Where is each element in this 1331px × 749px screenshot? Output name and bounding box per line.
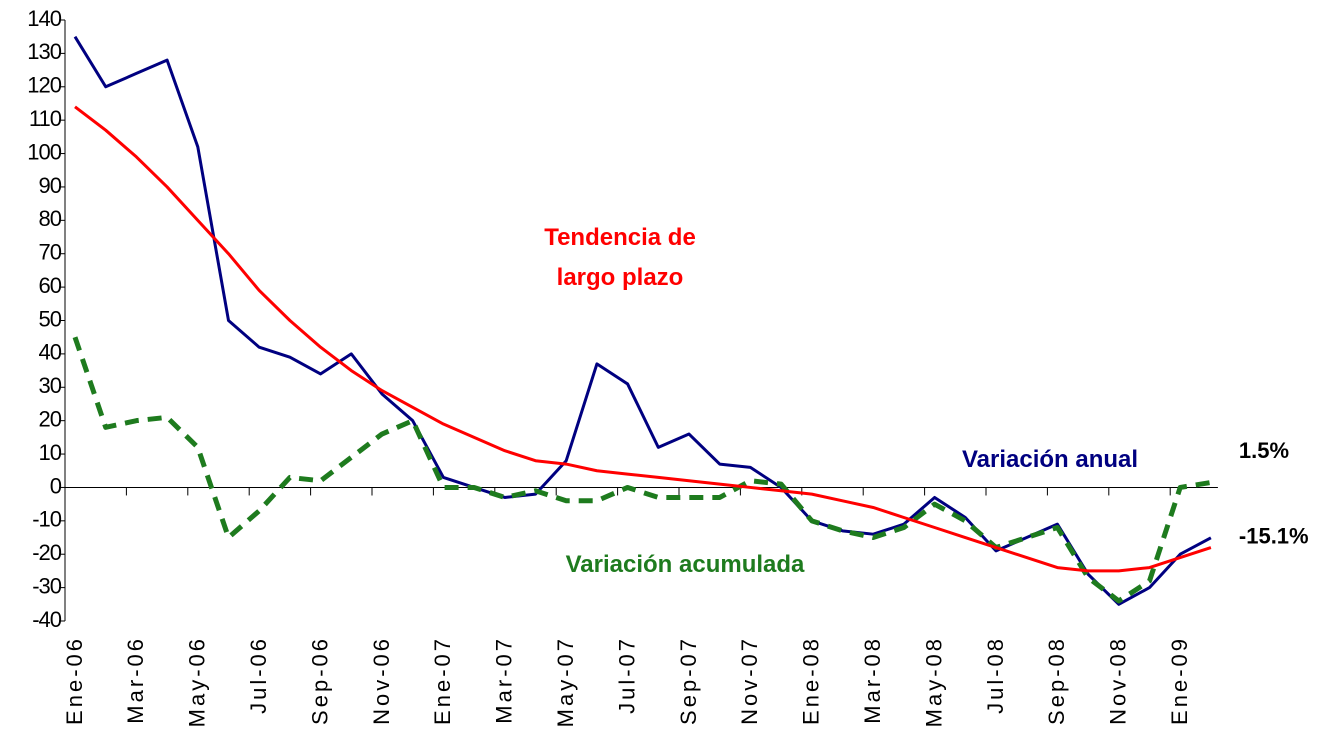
y-tick-label: -30 <box>32 573 62 598</box>
x-tick-label: May-08 <box>921 636 946 727</box>
y-tick-label: 30 <box>39 373 62 398</box>
y-tick-label: 20 <box>39 406 62 431</box>
y-tick-label: 130 <box>27 39 61 64</box>
y-tick-label: 10 <box>39 440 62 465</box>
value-label: 1.5% <box>1239 438 1289 463</box>
x-tick-label: Ene-06 <box>62 636 87 725</box>
x-tick-label: May-07 <box>553 636 578 727</box>
series-label: Tendencia de largo plazo <box>544 224 696 291</box>
x-tick-label: Nov-08 <box>1106 636 1131 725</box>
x-tick-label: Sep-07 <box>676 636 701 725</box>
series-line <box>72 336 1212 604</box>
y-tick-label: 60 <box>39 273 62 298</box>
x-tick-label: May-06 <box>185 636 210 727</box>
y-tick-label: 100 <box>27 139 61 164</box>
x-tick-label: Ene-07 <box>430 636 455 725</box>
y-tick-label: 50 <box>39 306 62 331</box>
x-tick-label: Ene-08 <box>799 636 824 725</box>
x-tick-label: Nov-07 <box>737 636 762 725</box>
series-line <box>73 35 1212 606</box>
series-label: Variación anual <box>961 446 1139 473</box>
series-line <box>74 105 1212 573</box>
x-tick-label: Mar-07 <box>492 636 517 724</box>
series-label: Variación acumulada <box>565 551 805 578</box>
y-tick-label: 0 <box>50 473 62 498</box>
x-tick-label: Mar-06 <box>123 636 148 724</box>
x-tick-label: Jul-06 <box>246 636 271 714</box>
y-tick-label: -20 <box>32 540 62 565</box>
x-tick-label: Sep-06 <box>307 636 332 725</box>
y-tick-label: -10 <box>32 507 62 532</box>
x-tick-label: Sep-08 <box>1044 636 1069 725</box>
y-tick-label: 110 <box>29 106 62 131</box>
y-tick-label: 140 <box>27 6 61 31</box>
x-tick-label: Jul-07 <box>614 636 639 714</box>
y-tick-label: 90 <box>39 173 62 198</box>
y-tick-label: -40 <box>32 607 62 632</box>
y-tick-label: 40 <box>39 340 62 365</box>
x-tick-label: Mar-08 <box>860 636 885 724</box>
y-tick-label: 70 <box>39 240 62 265</box>
y-tick-label: 120 <box>27 73 61 98</box>
y-tick-label: 80 <box>39 206 62 231</box>
x-tick-label: Nov-06 <box>369 636 394 725</box>
x-tick-label: Jul-08 <box>983 636 1008 714</box>
value-label: -15.1% <box>1239 524 1309 549</box>
x-tick-label: Ene-09 <box>1167 636 1192 725</box>
